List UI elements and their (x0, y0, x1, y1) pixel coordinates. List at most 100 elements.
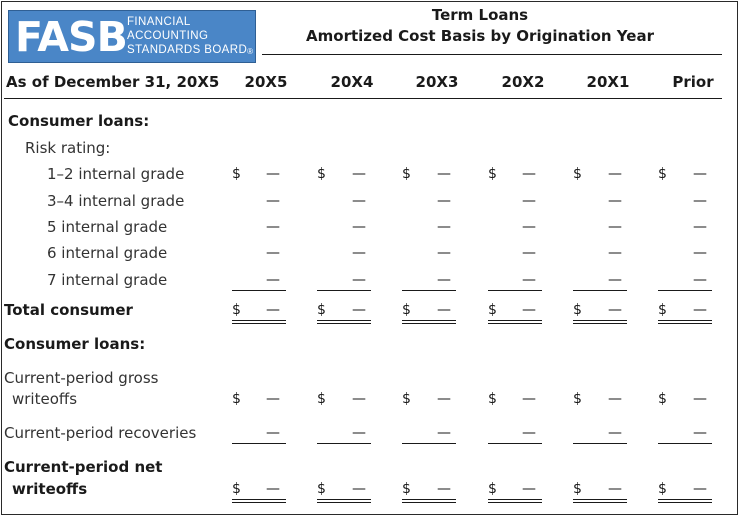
cell-recoveries-20x3: — (437, 425, 451, 441)
cell-grade-6-20x4: — (352, 245, 366, 261)
total-double-rule-total-consumer-20x3 (402, 320, 456, 324)
dollar-sign-gross-writeoffs-20x4: $ (317, 391, 326, 407)
total-double-rule-total-consumer-20x2 (488, 320, 542, 324)
dollar-sign-grade-1-2-20x4: $ (317, 166, 326, 182)
cell-recoveries-prior: — (693, 425, 707, 441)
logo-line-3: STANDARDS BOARD® (127, 44, 254, 56)
cell-grade-5-20x1: — (608, 219, 622, 235)
subtotal-rule-recoveries-prior (658, 443, 712, 444)
dollar-sign-gross-writeoffs-20x1: $ (573, 391, 582, 407)
cell-recoveries-20x2: — (522, 425, 536, 441)
dollar-sign-total-consumer-prior: $ (658, 302, 667, 318)
cell-grade-6-20x5: — (266, 245, 280, 261)
logo-text: FINANCIAL ACCOUNTING STANDARDS BOARD® (127, 15, 255, 59)
subtotal-rule-grade-7-20x5 (232, 290, 286, 291)
cell-grade-5-20x3: — (437, 219, 451, 235)
dollar-sign-gross-writeoffs-20x2: $ (488, 391, 497, 407)
subtotal-rule-grade-7-prior (658, 290, 712, 291)
row-label-grade-3-4: 3–4 internal grade (47, 192, 185, 210)
cell-grade-7-20x4: — (352, 272, 366, 288)
cell-grade-1-2-prior: — (693, 166, 707, 182)
cell-grade-7-20x5: — (266, 272, 280, 288)
dollar-sign-grade-1-2-20x5: $ (232, 166, 241, 182)
risk-rating-label: Risk rating: (25, 139, 111, 157)
row-label-gross-writeoffs-2: writeoffs (12, 390, 78, 408)
column-header-prior: Prior (672, 73, 714, 91)
cell-gross-writeoffs-20x5: — (266, 391, 280, 407)
cell-recoveries-20x5: — (266, 425, 280, 441)
dollar-sign-total-consumer-20x1: $ (573, 302, 582, 318)
cell-total-consumer-prior: — (693, 302, 707, 318)
row-label-gross-writeoffs-1: Current-period gross (4, 369, 159, 387)
cell-grade-7-20x2: — (522, 272, 536, 288)
cell-gross-writeoffs-20x1: — (608, 391, 622, 407)
cell-total-consumer-20x2: — (522, 302, 536, 318)
cell-net-writeoffs-20x4: — (352, 481, 366, 497)
cell-grade-3-4-20x5: — (266, 193, 280, 209)
cell-total-consumer-20x5: — (266, 302, 280, 318)
logo-line-1: FINANCIAL (127, 16, 191, 28)
dollar-sign-gross-writeoffs-20x5: $ (232, 391, 241, 407)
column-header-20x3: 20X3 (415, 73, 459, 91)
consumer-loans-heading: Consumer loans: (8, 112, 150, 130)
row-label-net-writeoffs-1: Current-period net (4, 458, 163, 476)
dollar-sign-net-writeoffs-20x1: $ (573, 481, 582, 497)
cell-grade-1-2-20x3: — (437, 166, 451, 182)
cell-total-consumer-20x1: — (608, 302, 622, 318)
logo-line-2: ACCOUNTING (127, 30, 209, 42)
cell-grade-5-20x4: — (352, 219, 366, 235)
cell-total-consumer-20x4: — (352, 302, 366, 318)
total-double-rule-net-writeoffs-20x4 (317, 499, 371, 503)
dollar-sign-gross-writeoffs-20x3: $ (402, 391, 411, 407)
total-double-rule-net-writeoffs-20x5 (232, 499, 286, 503)
subtotal-rule-recoveries-20x5 (232, 443, 286, 444)
cell-recoveries-20x1: — (608, 425, 622, 441)
dollar-sign-net-writeoffs-prior: $ (658, 481, 667, 497)
cell-grade-6-20x3: — (437, 245, 451, 261)
cell-grade-7-20x1: — (608, 272, 622, 288)
total-double-rule-total-consumer-20x1 (573, 320, 627, 324)
dollar-sign-grade-1-2-20x1: $ (573, 166, 582, 182)
cell-grade-3-4-20x4: — (352, 193, 366, 209)
subtotal-rule-grade-7-20x4 (317, 290, 371, 291)
row-label-grade-6: 6 internal grade (47, 244, 168, 262)
dollar-sign-net-writeoffs-20x4: $ (317, 481, 326, 497)
cell-grade-7-prior: — (693, 272, 707, 288)
subtotal-rule-recoveries-20x4 (317, 443, 371, 444)
cell-grade-3-4-20x3: — (437, 193, 451, 209)
dollar-sign-gross-writeoffs-prior: $ (658, 391, 667, 407)
row-label-grade-7: 7 internal grade (47, 271, 168, 289)
cell-grade-3-4-20x1: — (608, 193, 622, 209)
dollar-sign-net-writeoffs-20x2: $ (488, 481, 497, 497)
dollar-sign-grade-1-2-20x2: $ (488, 166, 497, 182)
consumer-loans-heading-2: Consumer loans: (4, 335, 146, 353)
cell-grade-5-prior: — (693, 219, 707, 235)
cell-net-writeoffs-prior: — (693, 481, 707, 497)
total-double-rule-total-consumer-20x5 (232, 320, 286, 324)
cell-gross-writeoffs-20x2: — (522, 391, 536, 407)
title-rule (262, 54, 722, 55)
cell-net-writeoffs-20x5: — (266, 481, 280, 497)
dollar-sign-total-consumer-20x3: $ (402, 302, 411, 318)
row-label-recoveries: Current-period recoveries (4, 424, 197, 442)
cell-grade-1-2-20x5: — (266, 166, 280, 182)
row-label-grade-5: 5 internal grade (47, 218, 168, 236)
dollar-sign-net-writeoffs-20x3: $ (402, 481, 411, 497)
total-double-rule-total-consumer-prior (658, 320, 712, 324)
subtotal-rule-recoveries-20x3 (402, 443, 456, 444)
cell-grade-6-prior: — (693, 245, 707, 261)
cell-grade-1-2-20x4: — (352, 166, 366, 182)
table-title: Term Loans (431, 6, 529, 24)
as-of-date: As of December 31, 20X5 (6, 73, 220, 91)
cell-net-writeoffs-20x2: — (522, 481, 536, 497)
dollar-sign-total-consumer-20x4: $ (317, 302, 326, 318)
subtotal-rule-recoveries-20x2 (488, 443, 542, 444)
dollar-sign-total-consumer-20x2: $ (488, 302, 497, 318)
total-double-rule-net-writeoffs-20x2 (488, 499, 542, 503)
header-rule (4, 98, 722, 99)
fasb-logo: FASB FINANCIAL ACCOUNTING STANDARDS BOAR… (8, 10, 256, 63)
cell-grade-6-20x2: — (522, 245, 536, 261)
subtotal-rule-grade-7-20x2 (488, 290, 542, 291)
total-double-rule-total-consumer-20x4 (317, 320, 371, 324)
row-label-total-consumer: Total consumer (4, 301, 133, 319)
